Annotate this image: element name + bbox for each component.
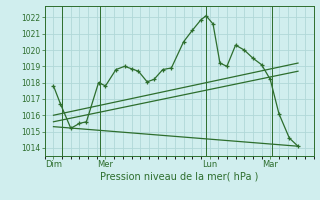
X-axis label: Pression niveau de la mer( hPa ): Pression niveau de la mer( hPa ): [100, 172, 258, 182]
